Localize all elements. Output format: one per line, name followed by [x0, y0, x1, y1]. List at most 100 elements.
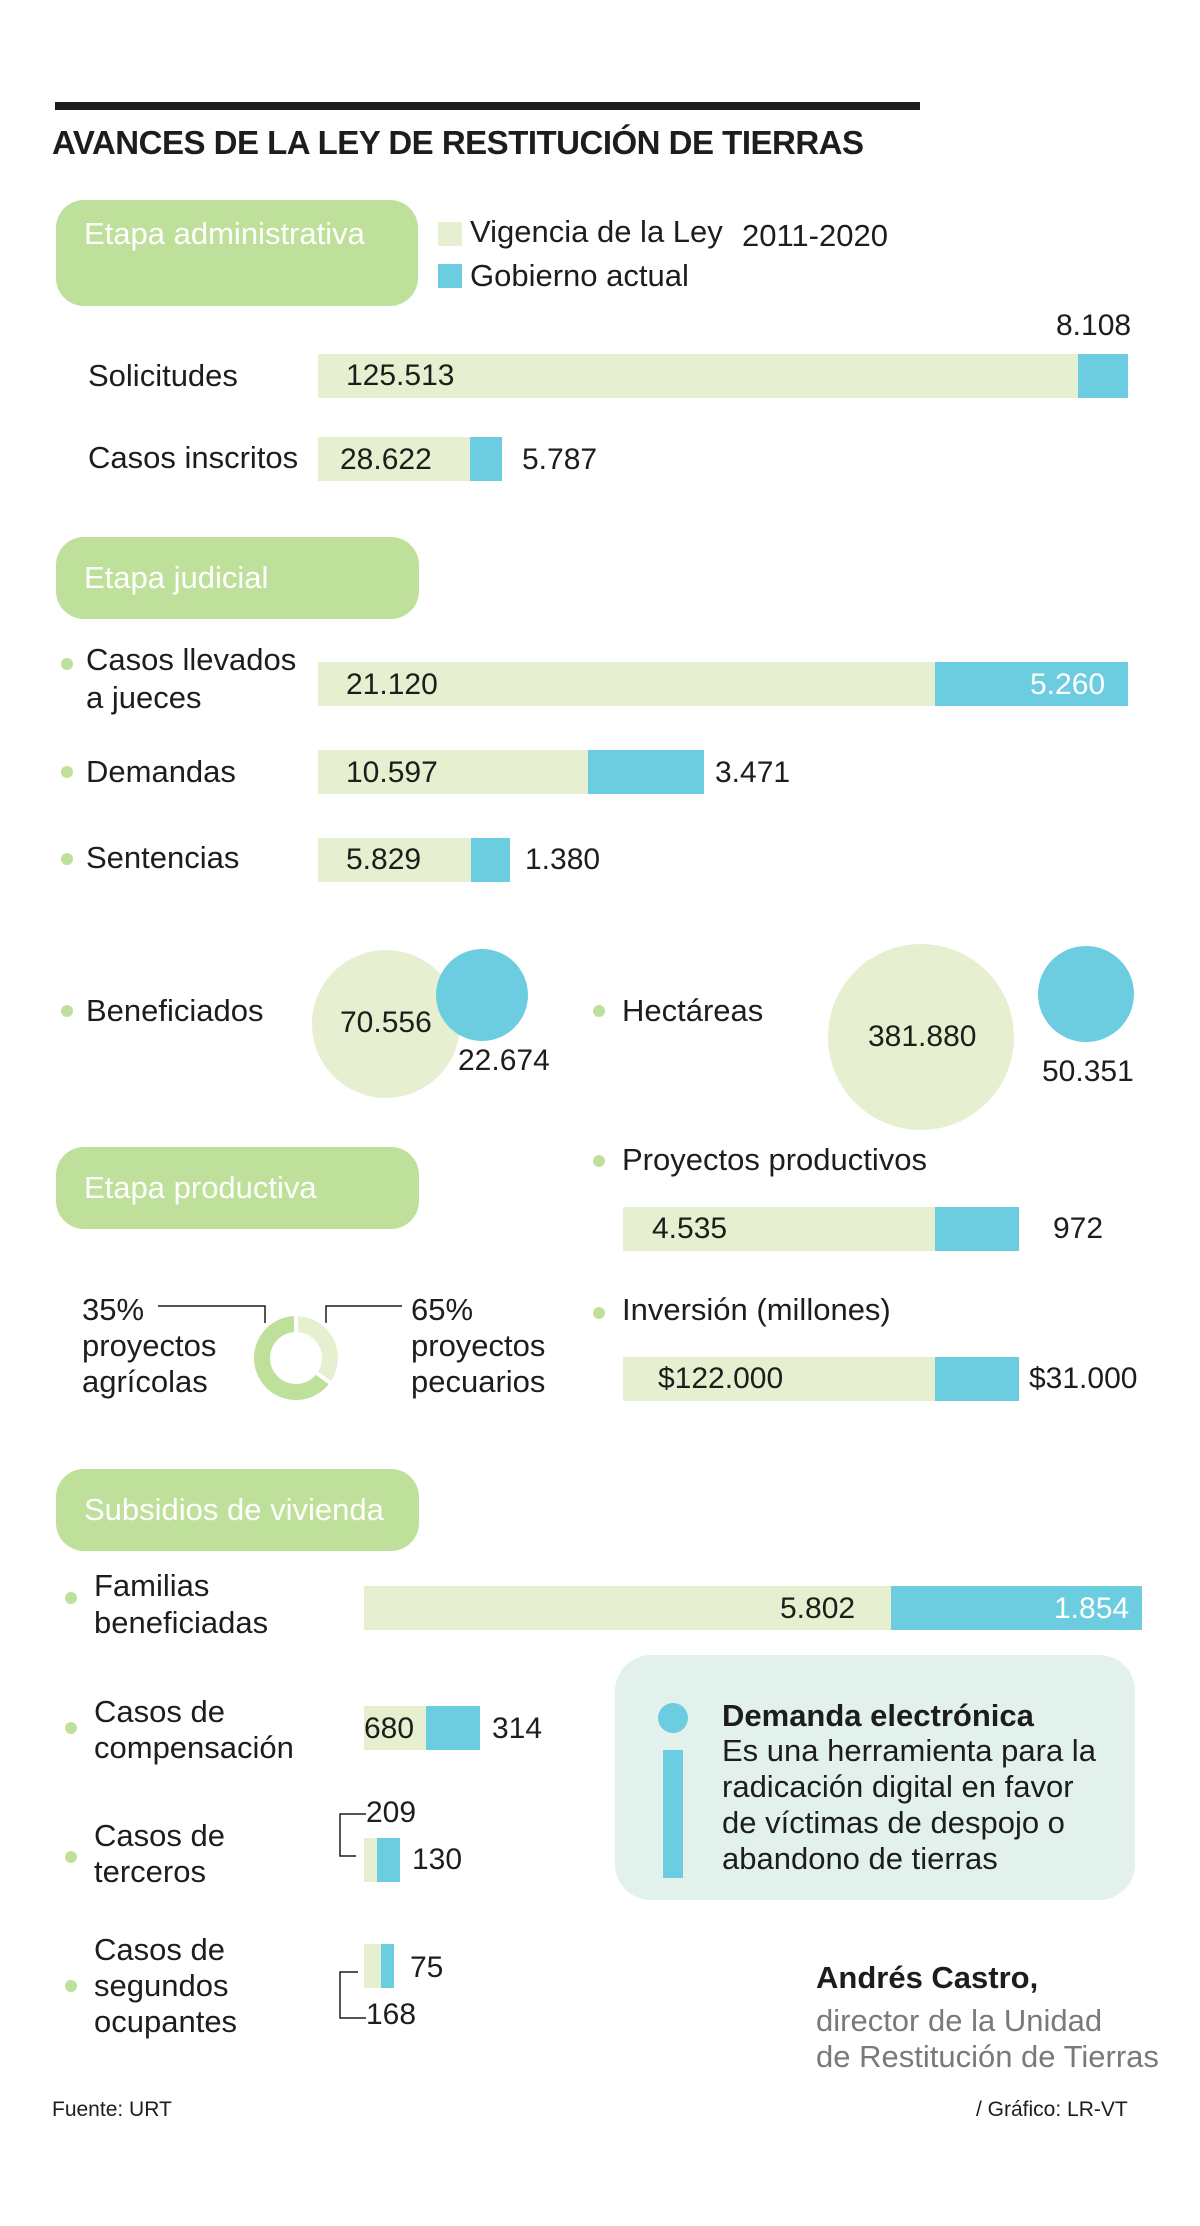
section-judicial-label: Etapa judicial	[84, 560, 269, 595]
value-casos-llevados-vigencia: 21.120	[346, 668, 438, 701]
bracket-segundos	[339, 1971, 366, 2019]
section-vivienda-label: Subsidios de vivienda	[84, 1492, 384, 1527]
bullet-proyectos	[593, 1155, 605, 1167]
info-box-line-1: Es una herramienta para la	[722, 1733, 1096, 1768]
value-demandas-vigencia: 10.597	[346, 756, 438, 789]
bar-proyectos-vigencia	[623, 1207, 935, 1251]
donut-slice-agricolas	[294, 1311, 342, 1387]
value-proyectos-gobierno: 972	[1053, 1212, 1104, 1245]
info-box-line-4: abandono de tierras	[722, 1841, 998, 1876]
label-segundos-3: ocupantes	[94, 2004, 238, 2039]
bar-compensacion-gobierno	[426, 1706, 480, 1750]
bar-solicitudes-gobierno	[1078, 354, 1128, 398]
quote-role-1: director de la Unidad	[816, 2003, 1103, 2038]
section-productiva-label: Etapa productiva	[84, 1170, 317, 1205]
bar-inversion	[623, 1357, 1019, 1401]
value-sentencias-gobierno: 1.380	[525, 843, 601, 876]
bar-casos-llevados-gobierno	[935, 662, 1128, 706]
value-inversion-gobierno: $31.000	[1029, 1362, 1138, 1395]
value-hectareas-gobierno: 50.351	[1042, 1055, 1134, 1088]
label-agricolas-2: agrícolas	[82, 1364, 208, 1399]
title-rule	[55, 102, 920, 110]
bar-demandas-vigencia	[318, 750, 588, 794]
section-judicial: Etapa judicial	[56, 537, 419, 619]
info-box-title: Demanda electrónica	[722, 1698, 1034, 1733]
bubble-beneficiados-gobierno	[436, 949, 528, 1041]
donut-slices	[250, 1311, 342, 1404]
donut-slice-pecuarios	[250, 1311, 335, 1404]
value-segundos-vigencia: 168	[366, 1998, 417, 2031]
label-terceros-2: terceros	[94, 1854, 206, 1889]
bullet-sentencias	[61, 853, 73, 865]
label-compensacion-1: Casos de	[94, 1694, 225, 1729]
bar-segundos	[364, 1944, 394, 1988]
bubble-hectareas-gobierno	[1038, 946, 1134, 1042]
label-pecuarios-pct: 65%	[411, 1292, 474, 1327]
value-segundos-gobierno: 75	[410, 1951, 444, 1984]
bar-segundos-gobierno	[381, 1944, 394, 1988]
value-proyectos-vigencia: 4.535	[652, 1212, 728, 1245]
section-vivienda: Subsidios de vivienda	[56, 1469, 419, 1551]
bar-familias-vigencia	[364, 1586, 891, 1630]
bar-segundos-vigencia	[364, 1944, 381, 1988]
bar-casos-inscritos-vigencia	[318, 437, 470, 481]
bar-proyectos-gobierno	[935, 1207, 1019, 1251]
legend-years: 2011-2020	[742, 218, 888, 253]
bullet-segundos	[65, 1980, 77, 1992]
label-familias-2: beneficiadas	[94, 1605, 269, 1640]
info-box-line-3: de víctimas de despojo o	[722, 1805, 1065, 1840]
bubble-hectareas-vigencia	[828, 944, 1014, 1130]
label-sentencias: Sentencias	[86, 840, 240, 875]
bar-familias	[364, 1586, 1142, 1630]
label-agricolas-1: proyectos	[82, 1328, 217, 1363]
bullet-compensacion	[65, 1722, 77, 1734]
legend-gobierno-swatch	[438, 264, 462, 288]
bar-demandas-gobierno	[588, 750, 704, 794]
label-casos-inscritos: Casos inscritos	[88, 440, 299, 475]
bar-terceros-gobierno	[377, 1838, 400, 1882]
bar-inversion-gobierno	[935, 1357, 1019, 1401]
bullet-casos-llevados	[61, 658, 73, 670]
value-terceros-gobierno: 130	[412, 1843, 463, 1876]
footer-credit: / Gráfico: LR-VT	[976, 2098, 1128, 2121]
bar-solicitudes	[318, 354, 1128, 398]
label-pecuarios-1: proyectos	[411, 1328, 546, 1363]
bar-inversion-vigencia	[623, 1357, 935, 1401]
label-segundos-1: Casos de	[94, 1932, 225, 1967]
label-segundos-2: segundos	[94, 1968, 229, 2003]
bar-terceros-vigencia	[364, 1838, 377, 1882]
section-productiva: Etapa productiva	[56, 1147, 419, 1229]
bar-terceros	[364, 1838, 400, 1882]
info-box-line-2: radicación digital en favor	[722, 1769, 1074, 1804]
section-administrativa-label: Etapa administrativa	[84, 216, 365, 251]
value-familias-gobierno: 1.854	[1054, 1592, 1130, 1625]
bar-compensacion	[364, 1706, 480, 1750]
bar-casos-inscritos-gobierno	[470, 437, 502, 481]
bar-solicitudes-vigencia	[318, 354, 1078, 398]
value-familias-vigencia: 5.802	[780, 1592, 856, 1625]
bar-casos-llevados-vigencia	[318, 662, 935, 706]
bracket-terceros	[339, 1813, 366, 1857]
label-agricolas-pct: 35%	[82, 1292, 145, 1327]
value-sentencias-vigencia: 5.829	[346, 843, 422, 876]
label-beneficiados: Beneficiados	[86, 993, 264, 1028]
value-beneficiados-vigencia: 70.556	[340, 1006, 432, 1039]
bar-demandas	[318, 750, 704, 794]
info-icon-dot	[658, 1703, 688, 1733]
page-title: AVANCES DE LA LEY DE RESTITUCIÓN DE TIER…	[52, 124, 864, 161]
label-casos-llevados-2: a jueces	[86, 680, 202, 715]
bullet-beneficiados	[61, 1005, 73, 1017]
bar-sentencias-gobierno	[471, 838, 510, 882]
value-compensacion-vigencia: 680	[364, 1712, 415, 1745]
value-casos-inscritos-gobierno: 5.787	[522, 443, 598, 476]
value-solicitudes-vigencia: 125.513	[346, 359, 455, 392]
bar-casos-llevados	[318, 662, 1128, 706]
label-casos-llevados-1: Casos llevados	[86, 642, 297, 677]
leader-pecuarios	[325, 1305, 402, 1323]
value-hectareas-vigencia: 381.880	[868, 1020, 977, 1053]
bar-proyectos	[623, 1207, 1019, 1251]
leader-agricolas	[158, 1305, 266, 1323]
info-icon-bar	[663, 1750, 683, 1878]
footer-source: Fuente: URT	[52, 2098, 172, 2121]
legend-vigencia-label: Vigencia de la Ley	[470, 214, 723, 249]
